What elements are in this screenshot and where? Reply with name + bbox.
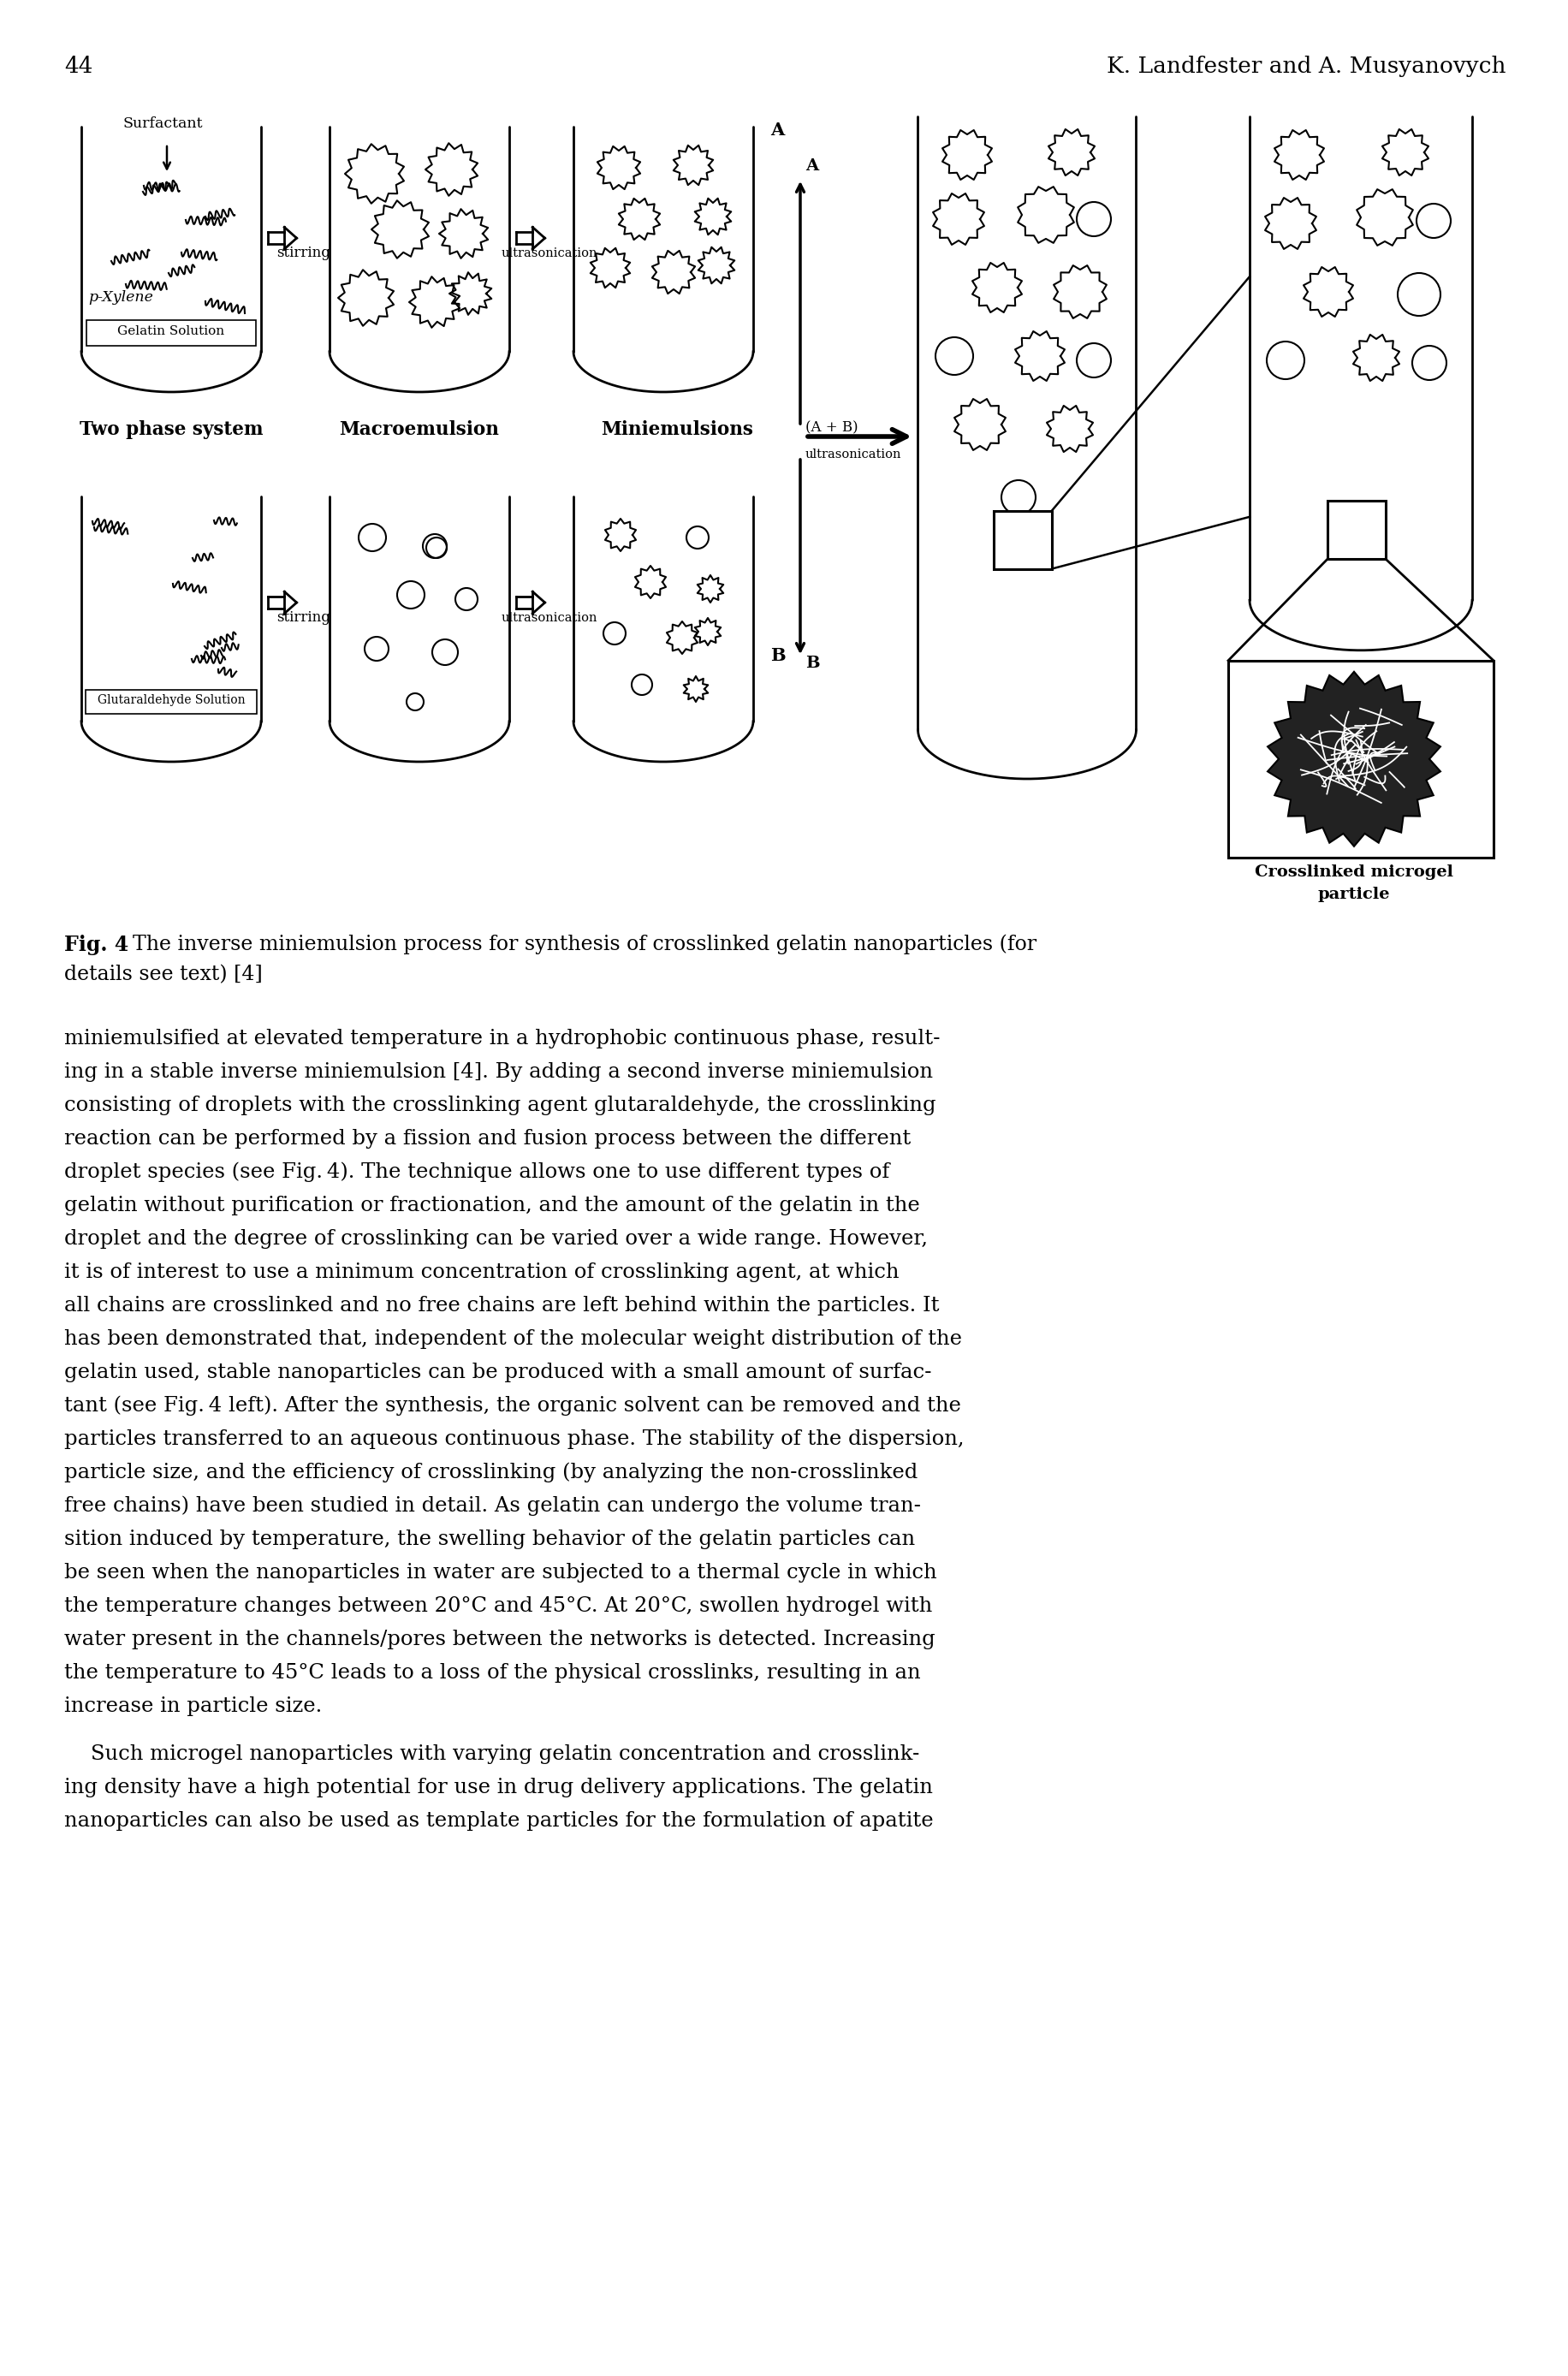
Text: B: B (770, 646, 786, 665)
Text: Two phase system: Two phase system (80, 421, 263, 440)
Text: free chains) have been studied in detail. As gelatin can undergo the volume tran: free chains) have been studied in detail… (64, 1497, 920, 1516)
Text: Fig. 4: Fig. 4 (64, 934, 129, 955)
Text: A: A (804, 159, 818, 173)
Text: Gelatin Solution: Gelatin Solution (118, 326, 224, 337)
Text: The inverse miniemulsion process for synthesis of crosslinked gelatin nanopartic: The inverse miniemulsion process for syn… (119, 934, 1036, 955)
Text: gelatin without purification or fractionation, and the amount of the gelatin in : gelatin without purification or fraction… (64, 1195, 919, 1214)
Text: ing density have a high potential for use in drug delivery applications. The gel: ing density have a high potential for us… (64, 1777, 933, 1799)
Text: droplet species (see Fig. 4). The technique allows one to use different types of: droplet species (see Fig. 4). The techni… (64, 1162, 889, 1183)
Bar (993, 511, 1051, 568)
Text: Miniemulsions: Miniemulsions (601, 421, 753, 440)
Text: K. Landfester and A. Musyanovych: K. Landfester and A. Musyanovych (1107, 55, 1505, 76)
Text: the temperature to 45°C leads to a loss of the physical crosslinks, resulting in: the temperature to 45°C leads to a loss … (64, 1663, 920, 1682)
Bar (1327, 501, 1385, 558)
Text: increase in particle size.: increase in particle size. (64, 1696, 321, 1715)
Bar (86, 321, 256, 347)
Text: miniemulsified at elevated temperature in a hydrophobic continuous phase, result: miniemulsified at elevated temperature i… (64, 1029, 939, 1048)
Text: 44: 44 (64, 55, 93, 76)
Text: droplet and the degree of crosslinking can be varied over a wide range. However,: droplet and the degree of crosslinking c… (64, 1228, 927, 1250)
Text: Crosslinked microgel: Crosslinked microgel (1254, 865, 1452, 879)
Text: all chains are crosslinked and no free chains are left behind within the particl: all chains are crosslinked and no free c… (64, 1295, 939, 1316)
Text: it is of interest to use a minimum concentration of crosslinking agent, at which: it is of interest to use a minimum conce… (64, 1262, 898, 1283)
Text: Glutaraldehyde Solution: Glutaraldehyde Solution (97, 694, 245, 706)
Text: p-Xylene: p-Xylene (88, 290, 154, 304)
Text: ultrasonication: ultrasonication (502, 247, 597, 259)
Text: (A + B): (A + B) (804, 421, 858, 435)
Text: consisting of droplets with the crosslinking agent glutaraldehyde, the crosslink: consisting of droplets with the crosslin… (64, 1095, 936, 1114)
Text: stirring: stirring (278, 611, 331, 625)
Text: particle size, and the efficiency of crosslinking (by analyzing the non-crosslin: particle size, and the efficiency of cro… (64, 1464, 917, 1483)
Bar (1228, 661, 1493, 858)
Text: Macroemulsion: Macroemulsion (339, 421, 499, 440)
Text: ultrasonication: ultrasonication (502, 613, 597, 625)
Text: Such microgel nanoparticles with varying gelatin concentration and crosslink-: Such microgel nanoparticles with varying… (64, 1744, 919, 1765)
Text: reaction can be performed by a fission and fusion process between the different: reaction can be performed by a fission a… (64, 1129, 911, 1148)
Text: Surfactant: Surfactant (122, 116, 202, 131)
Text: has been demonstrated that, independent of the molecular weight distribution of : has been demonstrated that, independent … (64, 1328, 961, 1350)
Text: particles transferred to an aqueous continuous phase. The stability of the dispe: particles transferred to an aqueous cont… (64, 1430, 964, 1449)
Text: the temperature changes between 20°C and 45°C. At 20°C, swollen hydrogel with: the temperature changes between 20°C and… (64, 1597, 931, 1616)
Bar (86, 689, 257, 715)
Text: details see text) [4]: details see text) [4] (64, 965, 262, 984)
Text: particle: particle (1317, 886, 1389, 903)
Text: be seen when the nanoparticles in water are subjected to a thermal cycle in whic: be seen when the nanoparticles in water … (64, 1563, 936, 1582)
Text: tant (see Fig. 4 left). After the synthesis, the organic solvent can be removed : tant (see Fig. 4 left). After the synthe… (64, 1395, 961, 1416)
Text: ultrasonication: ultrasonication (804, 449, 902, 461)
Text: B: B (804, 656, 818, 670)
Text: sition induced by temperature, the swelling behavior of the gelatin particles ca: sition induced by temperature, the swell… (64, 1530, 914, 1549)
Polygon shape (1267, 672, 1439, 846)
Text: ing in a stable inverse miniemulsion [4]. By adding a second inverse miniemulsio: ing in a stable inverse miniemulsion [4]… (64, 1062, 933, 1081)
Text: gelatin used, stable nanoparticles can be produced with a small amount of surfac: gelatin used, stable nanoparticles can b… (64, 1361, 931, 1383)
Text: A: A (770, 121, 784, 138)
Text: water present in the channels/pores between the networks is detected. Increasing: water present in the channels/pores betw… (64, 1630, 935, 1649)
Text: nanoparticles can also be used as template particles for the formulation of apat: nanoparticles can also be used as templa… (64, 1811, 933, 1832)
Text: stirring: stirring (278, 245, 331, 261)
